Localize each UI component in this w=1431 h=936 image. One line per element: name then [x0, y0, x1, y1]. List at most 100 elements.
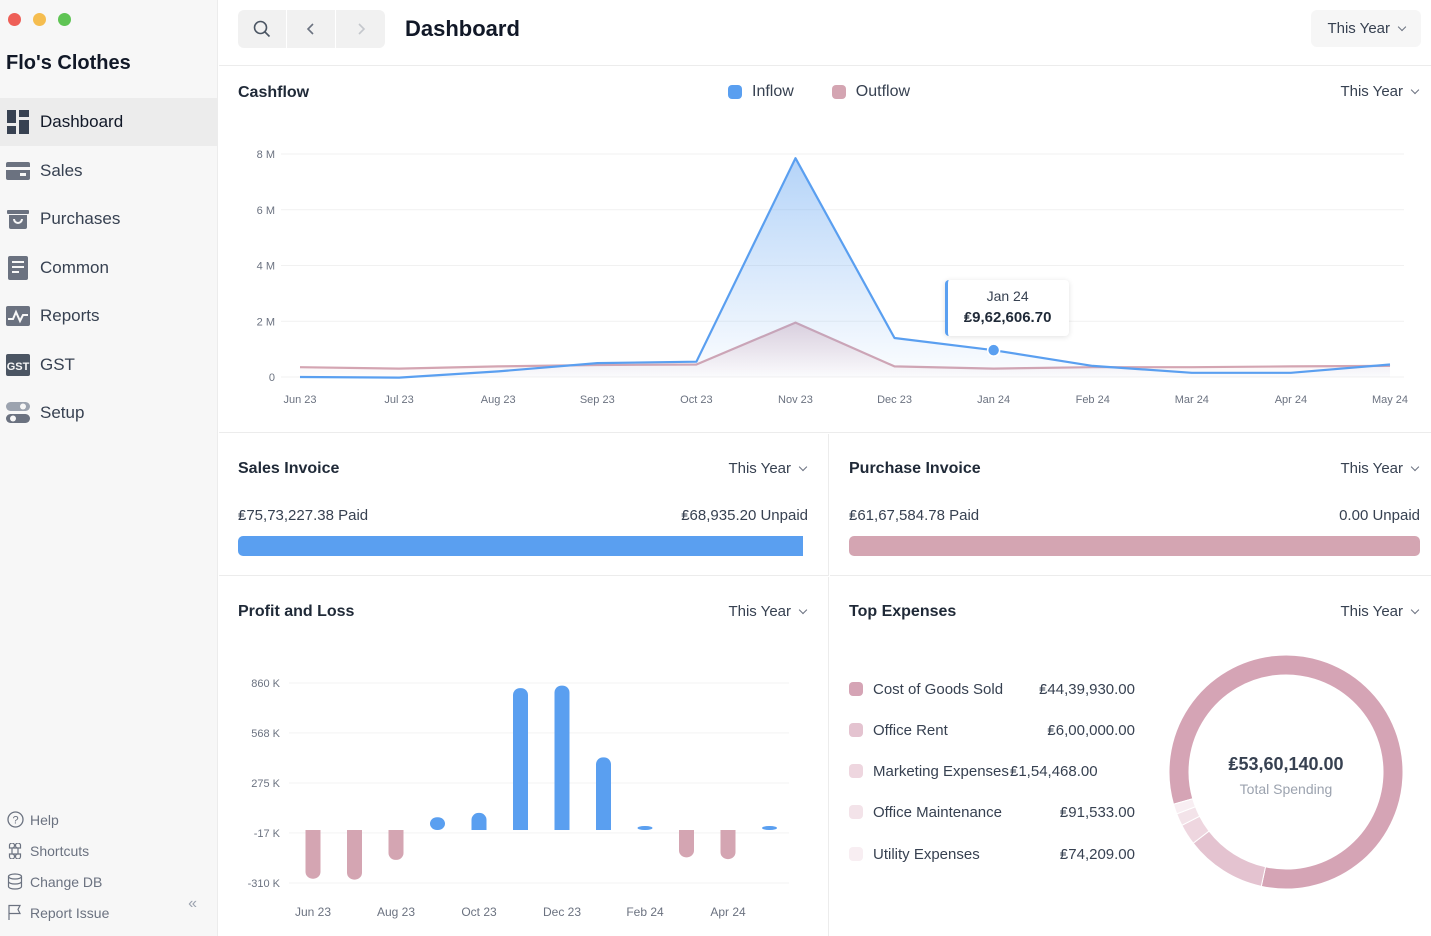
help-label: Help: [30, 811, 59, 828]
shortcuts-label: Shortcuts: [30, 842, 90, 859]
back-button[interactable]: [287, 10, 336, 48]
purchases-icon: [6, 207, 30, 231]
chevron-down-icon: [798, 605, 808, 614]
expense-value: ₤74,209.00: [1059, 845, 1135, 863]
period-label: This Year: [1340, 603, 1403, 620]
sidebar-item-label: Dashboard: [40, 112, 124, 131]
command-icon: [6, 842, 24, 860]
expense-value: ₤44,39,930.00: [1039, 680, 1135, 698]
global-period-select[interactable]: This Year: [1311, 10, 1421, 47]
collapse-sidebar-button[interactable]: «: [188, 895, 197, 912]
pl-bar-base: [388, 830, 404, 838]
cashflow-title: Cashflow: [238, 84, 310, 101]
expense-row[interactable]: Office Maintenance ₤91,533.00: [849, 802, 1135, 822]
company-name: Flo's Clothes: [6, 52, 131, 74]
forward-button[interactable]: [336, 10, 385, 48]
top-expenses-period-select[interactable]: This Year: [1340, 603, 1420, 620]
purchase-paid-amount: ₤61,67,584.78 Paid: [849, 507, 980, 524]
expense-swatch: [849, 847, 863, 861]
legend-outflow[interactable]: Outflow: [831, 83, 911, 101]
expense-name: Cost of Goods Sold: [873, 680, 1004, 698]
x-tick-label: Aug 23: [377, 905, 415, 919]
report-issue-label: Report Issue: [30, 904, 110, 921]
x-tick-label: Oct 23: [680, 394, 712, 406]
y-tick-label: 275 K: [251, 778, 280, 790]
sidebar-nav: Dashboard Sales Purchases Common Reports: [0, 98, 217, 438]
report-issue-link[interactable]: Report Issue: [6, 897, 206, 928]
pl-bar: [388, 830, 404, 860]
gst-icon: GST: [6, 353, 30, 377]
x-tick-label: Feb 24: [1076, 394, 1110, 406]
expense-value: ₤1,54,468.00: [1010, 762, 1098, 780]
expense-row[interactable]: Utility Expenses ₤74,209.00: [849, 844, 1135, 864]
purchase-invoice-bar[interactable]: [849, 536, 1420, 556]
x-tick-label: Jul 23: [384, 394, 413, 406]
header: Dashboard This Year: [219, 0, 1431, 66]
sidebar: Flo's Clothes Dashboard Sales Purchases …: [0, 0, 218, 936]
sidebar-footer: ? Help Shortcuts Change DB Report Issue: [6, 804, 206, 928]
period-label: This Year: [1340, 460, 1403, 477]
minimize-window-button[interactable]: [33, 13, 46, 26]
zoom-window-button[interactable]: [58, 13, 71, 26]
donut-slice: [1172, 798, 1197, 815]
sidebar-item-setup[interactable]: Setup: [0, 389, 217, 437]
cashflow-period-select[interactable]: This Year: [1340, 83, 1420, 100]
sales-paid-amount: ₤75,73,227.38 Paid: [238, 507, 369, 524]
setup-icon: [6, 401, 30, 425]
flag-icon: [6, 904, 24, 922]
sidebar-item-common[interactable]: Common: [0, 244, 217, 292]
pl-bar-base: [305, 830, 321, 838]
x-tick-label: Apr 24: [1275, 394, 1307, 406]
x-tick-label: Mar 24: [1175, 394, 1209, 406]
pl-bar-base: [513, 823, 528, 831]
donut-total: ₤53,60,140.00: [1228, 754, 1344, 774]
sales-invoice-bar[interactable]: [238, 536, 808, 556]
pl-bar: [554, 685, 570, 831]
help-link[interactable]: ? Help: [6, 804, 206, 835]
x-tick-label: Dec 23: [877, 394, 912, 406]
dashboard-icon: [6, 110, 30, 134]
expense-row[interactable]: Office Rent ₤6,00,000.00: [849, 720, 1135, 740]
highlighted-point: [986, 343, 1001, 357]
sidebar-item-label: Common: [40, 257, 109, 277]
close-window-button[interactable]: [8, 13, 21, 26]
sidebar-item-reports[interactable]: Reports: [0, 292, 217, 340]
expense-row[interactable]: Marketing Expenses ₤1,54,468.00: [849, 761, 1135, 781]
profit-loss-card: 860 K 568 K 275 K -17 K -310 K Jun 23 Aug 23 Oc…: [219, 577, 829, 936]
x-tick-label: Jun 23: [295, 905, 331, 919]
pl-bar-base: [679, 830, 694, 838]
sidebar-item-label: Setup: [40, 403, 85, 422]
pl-bar-base: [347, 830, 362, 838]
legend-inflow[interactable]: Inflow: [728, 83, 794, 101]
expense-row[interactable]: Cost of Goods Sold ₤44,39,930.00: [849, 679, 1135, 699]
sidebar-item-purchases[interactable]: Purchases: [0, 195, 217, 243]
x-tick-label: Jun 23: [283, 394, 316, 406]
period-label: This Year: [728, 603, 791, 620]
change-db-link[interactable]: Change DB: [6, 866, 206, 897]
sidebar-item-dashboard[interactable]: Dashboard: [0, 98, 217, 146]
shortcuts-link[interactable]: Shortcuts: [6, 835, 206, 866]
sales-invoice-card: Sales Invoice This Year ₤75,73,227.38 Pa…: [219, 434, 829, 576]
pl-bar-base: [596, 823, 611, 831]
legend-label: Inflow: [752, 83, 794, 100]
help-icon: ?: [6, 811, 24, 829]
purchase-invoice-card: Purchase Invoice This Year ₤61,67,584.78…: [830, 434, 1431, 576]
profit-loss-period-select[interactable]: This Year: [728, 603, 808, 620]
sidebar-item-label: Sales: [40, 160, 83, 180]
pl-bar: [596, 757, 611, 831]
sidebar-item-gst[interactable]: GST GST: [0, 341, 217, 389]
expense-swatch: [849, 764, 863, 778]
sales-paid-bar: [238, 536, 803, 556]
chart-tooltip: Jan 24 ₤9,62,606.70: [944, 280, 1069, 337]
y-tick-label: -17 K: [254, 828, 281, 840]
sales-invoice-period-select[interactable]: This Year: [728, 460, 808, 477]
search-button[interactable]: [238, 10, 287, 48]
chevron-down-icon: [1410, 605, 1420, 614]
purchase-invoice-period-select[interactable]: This Year: [1340, 460, 1420, 477]
legend-label: Outflow: [855, 83, 911, 100]
sidebar-item-sales[interactable]: Sales: [0, 147, 217, 195]
purchase-invoice-title: Purchase Invoice: [849, 460, 981, 477]
pl-bar: [347, 830, 362, 880]
pl-bar: [430, 817, 445, 831]
pl-bar: [305, 830, 321, 879]
